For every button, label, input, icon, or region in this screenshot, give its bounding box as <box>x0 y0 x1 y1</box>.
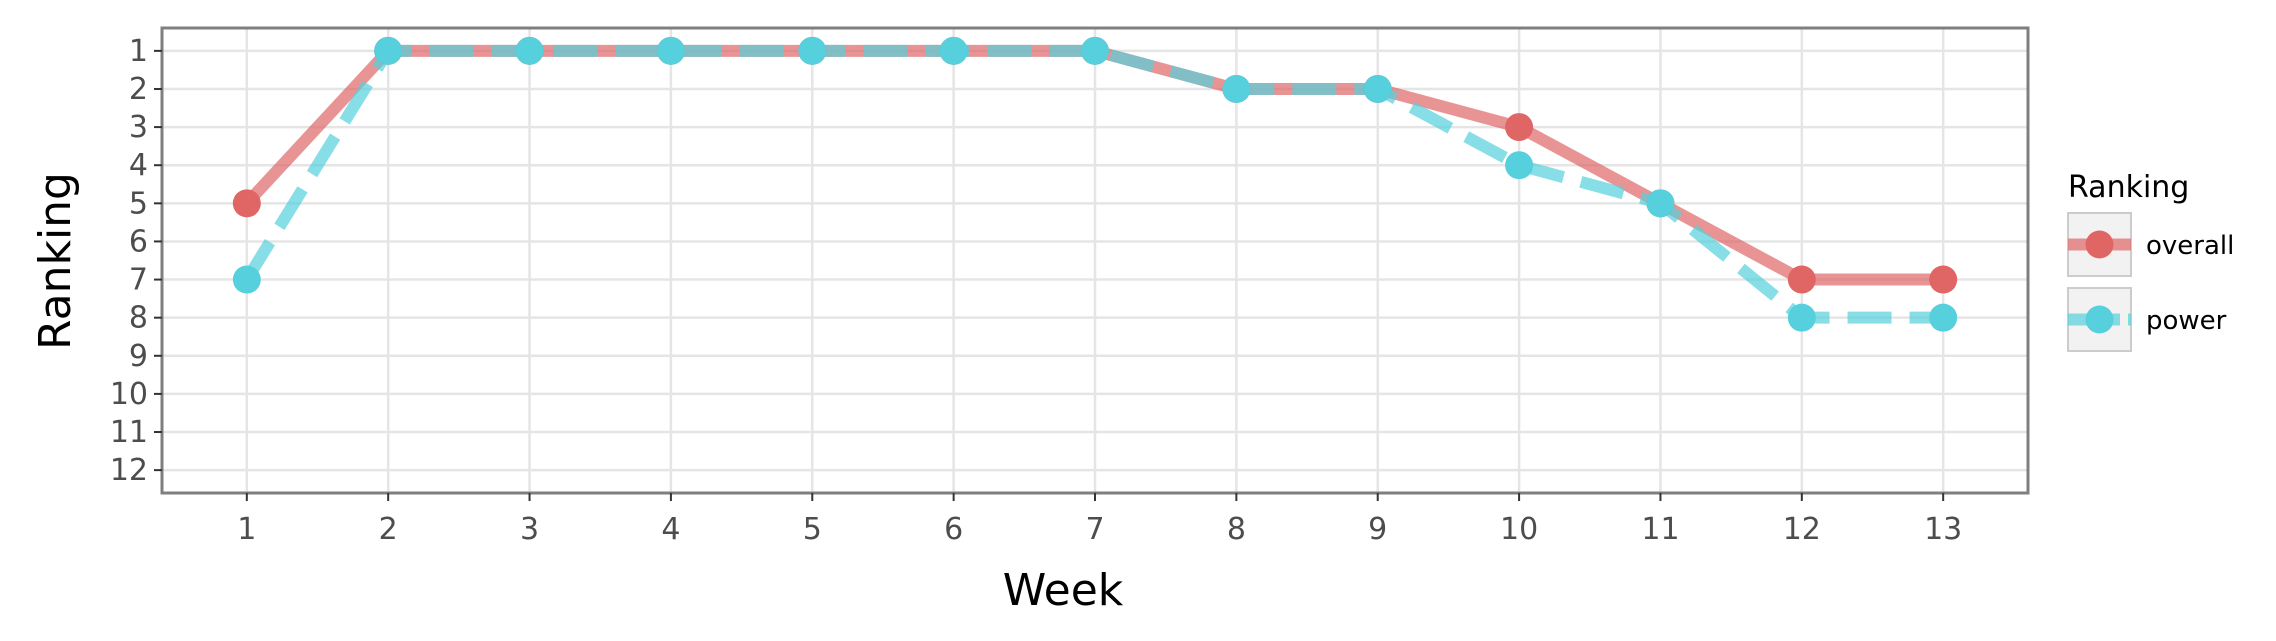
y-tick-label: 10 <box>110 377 148 412</box>
y-tick-label: 7 <box>129 263 148 298</box>
legend-title: Ranking <box>2068 170 2189 205</box>
data-point-power <box>1081 36 1109 65</box>
data-point-power <box>1787 303 1816 332</box>
legend-marker-overall <box>2085 230 2114 259</box>
x-tick-label: 5 <box>803 512 822 547</box>
data-point-overall <box>232 189 261 218</box>
data-point-power <box>1222 74 1251 103</box>
data-point-power <box>1505 151 1534 180</box>
y-tick-label: 12 <box>110 453 148 488</box>
data-point-power <box>374 36 403 65</box>
y-tick-label: 1 <box>129 34 148 69</box>
x-tick-label: 4 <box>661 512 680 547</box>
legend-marker-power <box>2085 305 2114 334</box>
data-point-power <box>1363 74 1392 103</box>
legend-label-power: power <box>2146 306 2227 336</box>
data-point-overall <box>1505 113 1534 142</box>
y-tick-label: 5 <box>129 186 148 221</box>
x-tick-label: 11 <box>1641 512 1679 547</box>
data-point-power <box>656 36 685 65</box>
data-point-power <box>1646 189 1675 218</box>
x-tick-label: 8 <box>1227 512 1246 547</box>
x-tick-label: 1 <box>237 512 256 547</box>
y-axis-title: Ranking <box>30 172 81 350</box>
y-tick-label: 11 <box>110 415 148 450</box>
legend-label-overall: overall <box>2146 231 2234 261</box>
y-tick-label: 2 <box>129 72 148 107</box>
y-tick-label: 8 <box>129 301 148 336</box>
data-point-overall <box>1929 265 1958 294</box>
y-tick-label: 4 <box>129 148 148 183</box>
x-tick-label: 2 <box>379 512 398 547</box>
data-point-power <box>798 36 827 65</box>
y-tick-label: 9 <box>129 339 148 374</box>
data-point-power <box>939 36 968 65</box>
x-tick-label: 13 <box>1924 512 1962 547</box>
data-point-power <box>232 265 261 294</box>
y-tick-label: 6 <box>129 224 148 259</box>
data-point-overall <box>1787 265 1816 294</box>
x-tick-label: 3 <box>520 512 539 547</box>
x-tick-label: 7 <box>1085 512 1104 547</box>
y-tick-label: 3 <box>129 110 148 145</box>
data-point-power <box>1929 303 1958 332</box>
x-tick-label: 10 <box>1500 512 1538 547</box>
x-tick-label: 9 <box>1368 512 1387 547</box>
x-tick-label: 6 <box>944 512 963 547</box>
data-series <box>232 36 1958 332</box>
x-axis-title: Week <box>1003 565 1124 616</box>
legend: Ranking overall power <box>2067 170 2234 352</box>
data-point-power <box>515 36 544 65</box>
x-tick-label: 12 <box>1783 512 1821 547</box>
